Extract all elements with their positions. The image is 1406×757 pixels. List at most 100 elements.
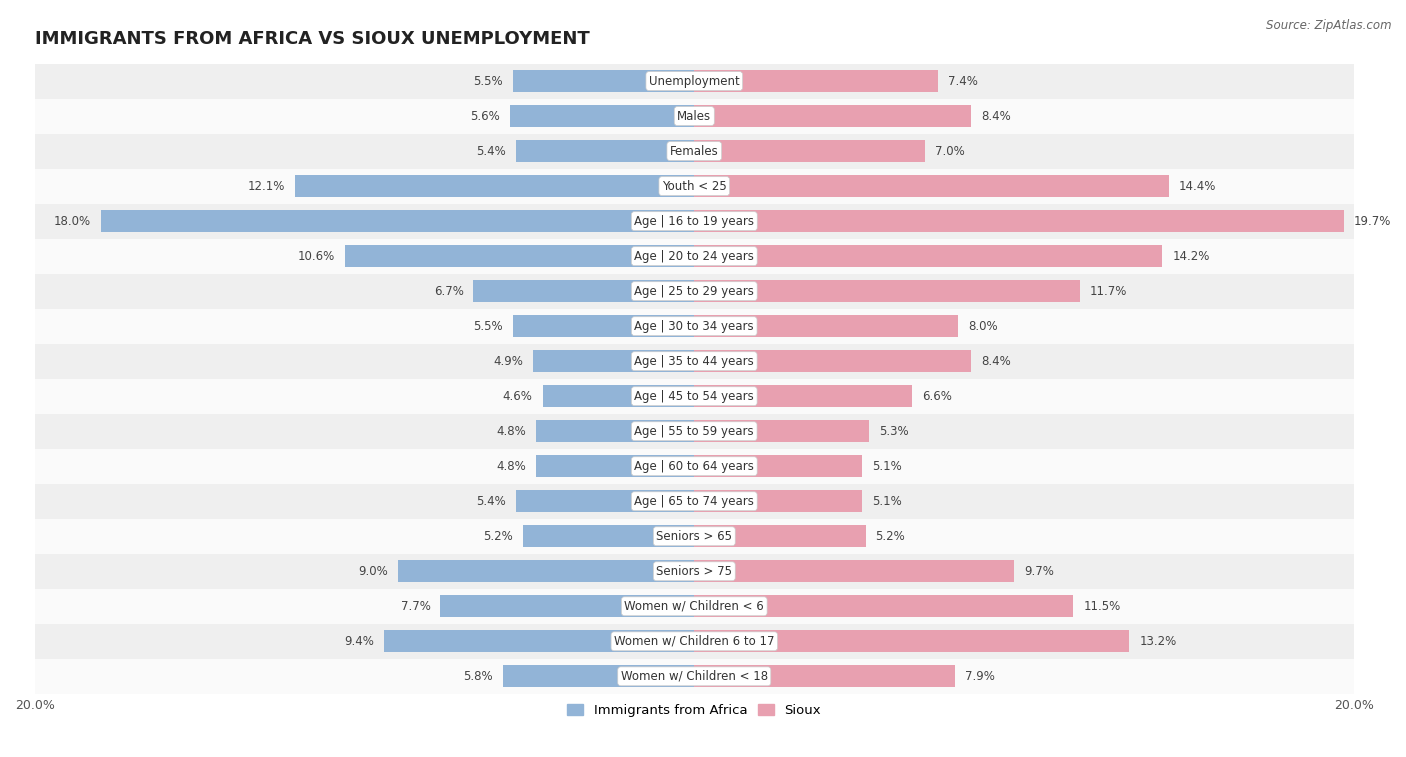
Bar bbox=[695, 245, 1163, 267]
Bar bbox=[35, 378, 1354, 414]
Bar bbox=[513, 70, 695, 92]
Text: 7.7%: 7.7% bbox=[401, 600, 430, 613]
Bar bbox=[35, 624, 1354, 659]
Text: 8.4%: 8.4% bbox=[981, 355, 1011, 368]
Text: Age | 60 to 64 years: Age | 60 to 64 years bbox=[634, 459, 754, 472]
Bar bbox=[35, 134, 1354, 169]
Bar bbox=[536, 420, 695, 442]
Text: 5.4%: 5.4% bbox=[477, 145, 506, 157]
Bar bbox=[35, 238, 1354, 274]
Bar bbox=[344, 245, 695, 267]
Text: Source: ZipAtlas.com: Source: ZipAtlas.com bbox=[1267, 19, 1392, 32]
Text: 9.0%: 9.0% bbox=[359, 565, 388, 578]
Text: 9.7%: 9.7% bbox=[1024, 565, 1054, 578]
Bar bbox=[35, 449, 1354, 484]
Bar bbox=[695, 525, 866, 547]
Bar bbox=[695, 456, 862, 477]
Text: Women w/ Children < 18: Women w/ Children < 18 bbox=[620, 670, 768, 683]
Bar bbox=[695, 70, 938, 92]
Bar bbox=[543, 385, 695, 407]
Bar bbox=[695, 140, 925, 162]
Text: 6.6%: 6.6% bbox=[922, 390, 952, 403]
Bar bbox=[695, 350, 972, 372]
Text: 4.6%: 4.6% bbox=[503, 390, 533, 403]
Text: 7.9%: 7.9% bbox=[965, 670, 994, 683]
Text: 5.1%: 5.1% bbox=[872, 495, 903, 508]
Text: Unemployment: Unemployment bbox=[650, 75, 740, 88]
Text: 5.1%: 5.1% bbox=[872, 459, 903, 472]
Text: 5.8%: 5.8% bbox=[464, 670, 494, 683]
Bar bbox=[516, 491, 695, 512]
Bar bbox=[295, 176, 695, 197]
Text: Age | 25 to 29 years: Age | 25 to 29 years bbox=[634, 285, 754, 298]
Bar bbox=[384, 631, 695, 653]
Text: 7.0%: 7.0% bbox=[935, 145, 965, 157]
Bar bbox=[695, 560, 1014, 582]
Bar bbox=[513, 316, 695, 337]
Text: 5.6%: 5.6% bbox=[470, 110, 499, 123]
Text: Age | 35 to 44 years: Age | 35 to 44 years bbox=[634, 355, 754, 368]
Bar bbox=[35, 414, 1354, 449]
Bar bbox=[536, 456, 695, 477]
Text: Women w/ Children < 6: Women w/ Children < 6 bbox=[624, 600, 763, 613]
Text: Seniors > 75: Seniors > 75 bbox=[657, 565, 733, 578]
Text: 5.2%: 5.2% bbox=[876, 530, 905, 543]
Legend: Immigrants from Africa, Sioux: Immigrants from Africa, Sioux bbox=[562, 698, 827, 722]
Bar bbox=[35, 64, 1354, 98]
Bar bbox=[35, 554, 1354, 589]
Bar bbox=[695, 665, 955, 687]
Bar bbox=[695, 210, 1344, 232]
Text: 8.4%: 8.4% bbox=[981, 110, 1011, 123]
Bar bbox=[35, 98, 1354, 134]
Text: Age | 45 to 54 years: Age | 45 to 54 years bbox=[634, 390, 754, 403]
Bar bbox=[35, 309, 1354, 344]
Bar bbox=[35, 659, 1354, 694]
Text: 14.2%: 14.2% bbox=[1173, 250, 1209, 263]
Text: 10.6%: 10.6% bbox=[298, 250, 335, 263]
Bar bbox=[35, 484, 1354, 519]
Text: 18.0%: 18.0% bbox=[53, 215, 91, 228]
Text: Age | 65 to 74 years: Age | 65 to 74 years bbox=[634, 495, 754, 508]
Bar bbox=[35, 204, 1354, 238]
Bar bbox=[523, 525, 695, 547]
Text: 6.7%: 6.7% bbox=[433, 285, 464, 298]
Text: 9.4%: 9.4% bbox=[344, 635, 374, 648]
Bar bbox=[695, 105, 972, 127]
Text: 11.7%: 11.7% bbox=[1090, 285, 1128, 298]
Bar bbox=[695, 631, 1129, 653]
Text: 4.9%: 4.9% bbox=[494, 355, 523, 368]
Bar bbox=[516, 140, 695, 162]
Bar bbox=[35, 274, 1354, 309]
Text: 4.8%: 4.8% bbox=[496, 459, 526, 472]
Bar bbox=[503, 665, 695, 687]
Text: Age | 16 to 19 years: Age | 16 to 19 years bbox=[634, 215, 754, 228]
Text: 5.2%: 5.2% bbox=[484, 530, 513, 543]
Text: Females: Females bbox=[669, 145, 718, 157]
Text: IMMIGRANTS FROM AFRICA VS SIOUX UNEMPLOYMENT: IMMIGRANTS FROM AFRICA VS SIOUX UNEMPLOY… bbox=[35, 30, 589, 48]
Bar bbox=[101, 210, 695, 232]
Text: 12.1%: 12.1% bbox=[247, 179, 285, 192]
Text: 5.3%: 5.3% bbox=[879, 425, 908, 438]
Text: Age | 20 to 24 years: Age | 20 to 24 years bbox=[634, 250, 754, 263]
Bar bbox=[35, 169, 1354, 204]
Bar bbox=[440, 596, 695, 617]
Text: Age | 30 to 34 years: Age | 30 to 34 years bbox=[634, 319, 754, 332]
Text: Women w/ Children 6 to 17: Women w/ Children 6 to 17 bbox=[614, 635, 775, 648]
Bar bbox=[35, 344, 1354, 378]
Bar bbox=[695, 385, 912, 407]
Bar bbox=[695, 316, 957, 337]
Text: 13.2%: 13.2% bbox=[1139, 635, 1177, 648]
Text: 7.4%: 7.4% bbox=[948, 75, 979, 88]
Bar bbox=[695, 596, 1073, 617]
Bar bbox=[695, 420, 869, 442]
Bar bbox=[35, 589, 1354, 624]
Text: 11.5%: 11.5% bbox=[1083, 600, 1121, 613]
Text: 19.7%: 19.7% bbox=[1354, 215, 1391, 228]
Text: Seniors > 65: Seniors > 65 bbox=[657, 530, 733, 543]
Text: 5.4%: 5.4% bbox=[477, 495, 506, 508]
Text: Age | 55 to 59 years: Age | 55 to 59 years bbox=[634, 425, 754, 438]
Text: 8.0%: 8.0% bbox=[967, 319, 997, 332]
Text: 5.5%: 5.5% bbox=[474, 319, 503, 332]
Bar bbox=[474, 280, 695, 302]
Bar bbox=[533, 350, 695, 372]
